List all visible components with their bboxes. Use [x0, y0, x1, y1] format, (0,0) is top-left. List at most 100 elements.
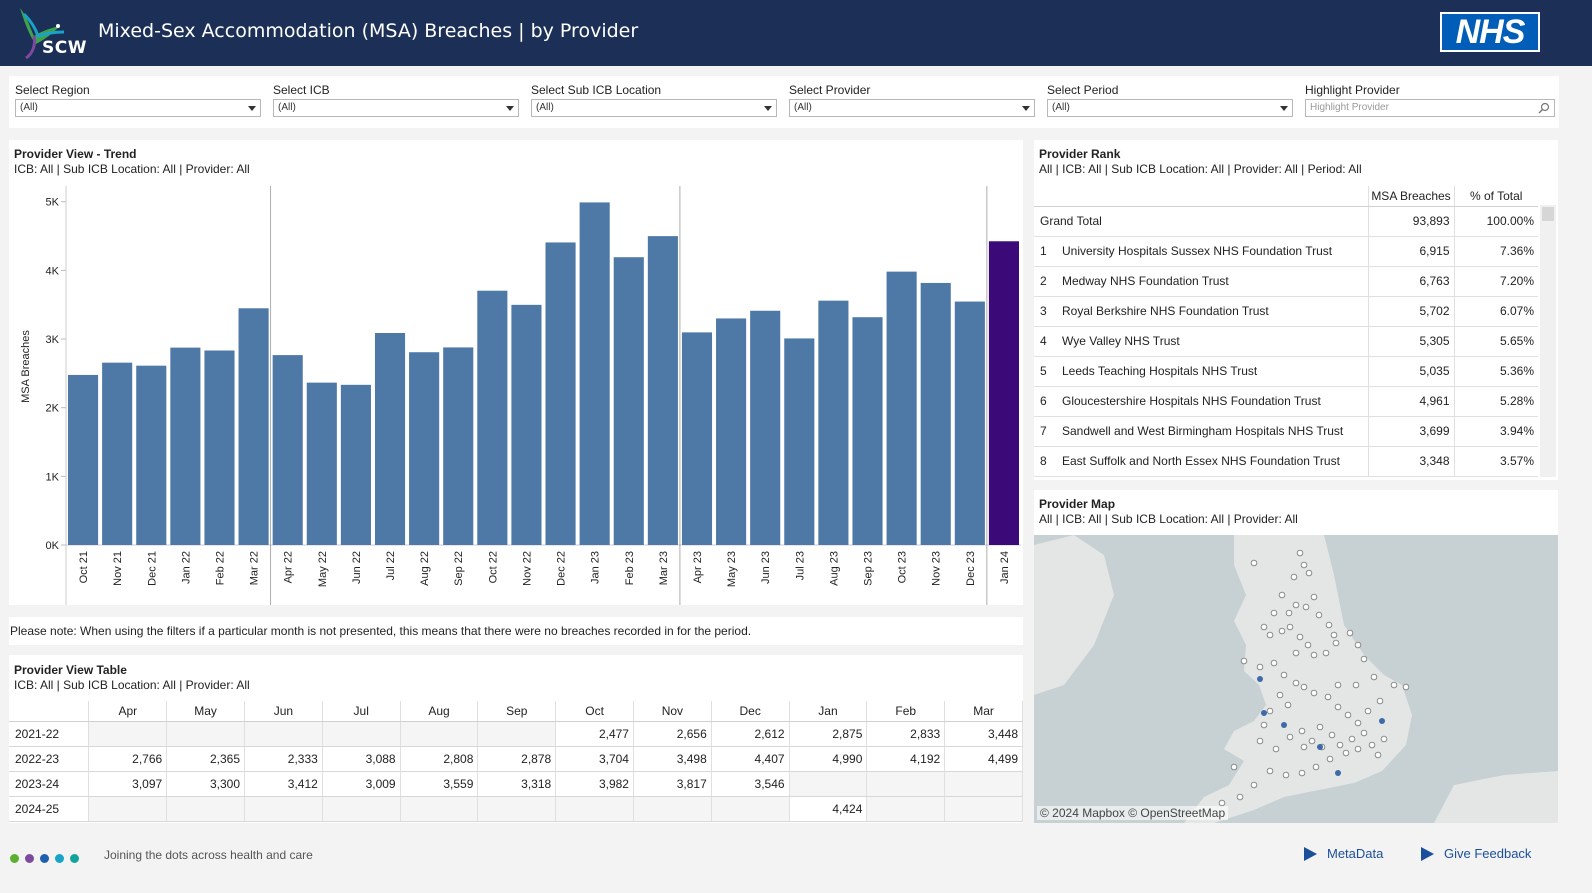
map-panel: Provider Map All | ICB: All | Sub ICB Lo…: [1034, 490, 1558, 823]
rank-number: 2: [1034, 266, 1062, 297]
search-icon: [1538, 102, 1550, 114]
provider-marker: [1302, 603, 1310, 611]
sub-icb-select[interactable]: (All): [531, 99, 777, 117]
y-tick-label: 2K: [46, 403, 60, 415]
bar: [511, 304, 542, 545]
rank-row[interactable]: 8 East Suffolk and North Essex NHS Founda…: [1034, 446, 1538, 477]
row-header: 2021-22: [9, 721, 90, 747]
x-tick-label: Dec 23: [965, 551, 977, 586]
provider-marker: [1322, 649, 1330, 657]
provider-pct: 5.65%: [1453, 326, 1538, 357]
provider-marker: [1376, 697, 1384, 705]
y-tick-label: 0K: [46, 540, 60, 552]
table-cell: 3,097: [88, 771, 168, 797]
map-credit: © 2024 Mapbox © OpenStreetMap: [1037, 806, 1229, 820]
highlight-provider-input[interactable]: Highlight Provider: [1305, 99, 1555, 117]
table-cell: 4,499: [944, 746, 1023, 772]
provider-breaches: 3,348: [1367, 446, 1454, 477]
table-cell: 4,407: [711, 746, 790, 772]
x-tick-label: Feb 23: [624, 551, 636, 585]
provider-marker: [1266, 631, 1274, 639]
bar: [238, 308, 269, 545]
table-cell: [244, 721, 323, 747]
bar: [477, 290, 508, 545]
table-cell: [944, 796, 1023, 822]
icb-select[interactable]: (All): [273, 99, 519, 117]
brand-dot: [25, 854, 34, 863]
rank-row[interactable]: 5 Leeds Teaching Hospitals NHS Trust 5,035…: [1034, 356, 1538, 387]
sub-icb-filter: Select Sub ICB Location (All): [531, 82, 777, 117]
bar: [613, 257, 644, 545]
x-tick-label: Jul 22: [385, 551, 397, 580]
bar: [102, 362, 133, 545]
column-header[interactable]: Sep: [477, 701, 557, 722]
bar: [545, 242, 576, 545]
bar: [374, 332, 406, 545]
column-header[interactable]: Jun: [244, 701, 323, 722]
table-cell: 4,424: [789, 796, 868, 822]
provider-marker: [1324, 693, 1332, 701]
note-text: Please note: When using the filters if a…: [9, 617, 1023, 645]
rank-row[interactable]: 6 Gloucestershire Hospitals NHS Foundatio…: [1034, 386, 1538, 417]
logo-text: SCW: [42, 38, 87, 58]
table-cell: [166, 721, 245, 747]
rank-row[interactable]: 3 Royal Berkshire NHS Foundation Trust 5,7…: [1034, 296, 1538, 327]
provider-map[interactable]: [1034, 535, 1558, 823]
x-tick-label: Dec 21: [146, 551, 158, 586]
column-header[interactable]: Aug: [400, 701, 479, 722]
provider-table-panel: Provider View Table ICB: All | Sub ICB L…: [9, 655, 1023, 823]
rank-row[interactable]: 4 Wye Valley NHS Trust 5,305 5.65%: [1034, 326, 1538, 357]
provider-marker: [1328, 731, 1336, 739]
provider-marker: [1334, 681, 1342, 689]
region-select[interactable]: (All): [15, 99, 261, 117]
provider-marker: [1368, 741, 1376, 749]
scw-logo[interactable]: SCW: [14, 4, 86, 62]
provider-name: University Hospitals Sussex NHS Foundati…: [1062, 236, 1368, 267]
provider-marker: [1390, 681, 1398, 689]
provider-marker: [1316, 723, 1324, 731]
period-select[interactable]: (All): [1047, 99, 1293, 117]
x-tick-label: Feb 22: [214, 551, 226, 585]
highlight-filter-label: Highlight Provider: [1305, 83, 1400, 97]
scroll-thumb[interactable]: [1542, 207, 1554, 221]
column-header[interactable]: Oct: [555, 701, 634, 722]
app-header: SCW Mixed-Sex Accommodation (MSA) Breach…: [0, 0, 1592, 66]
table-cell: 4,990: [789, 746, 868, 772]
grand-total-pct: 100.00%: [1453, 206, 1538, 237]
rank-row[interactable]: 1 University Hospitals Sussex NHS Foundat…: [1034, 236, 1538, 267]
column-header[interactable]: Nov: [633, 701, 712, 722]
col-breaches-header[interactable]: MSA Breaches: [1367, 186, 1454, 207]
rank-number: 3: [1034, 296, 1062, 327]
column-header[interactable]: Jan: [789, 701, 868, 722]
bar: [988, 241, 1019, 545]
provider-select[interactable]: (All): [789, 99, 1035, 117]
feedback-link[interactable]: Give Feedback: [1421, 846, 1531, 861]
filter-bar: Select Region (All) Select ICB (All) Sel…: [9, 76, 1559, 128]
rank-row[interactable]: 2 Medway NHS Foundation Trust 6,763 7.20%: [1034, 266, 1538, 297]
metadata-link[interactable]: MetaData: [1304, 846, 1383, 861]
column-header[interactable]: Dec: [711, 701, 790, 722]
column-header[interactable]: Jul: [322, 701, 401, 722]
table-cell: [866, 796, 946, 822]
table-cell: [866, 771, 946, 797]
table-cell: [322, 796, 401, 822]
brand-dot: [40, 854, 49, 863]
trend-chart: MSA Breaches 0K 1K 2K 3K 4K 5K Oct 21 Nov 21 Dec …: [20, 186, 1021, 605]
grand-total-row: Grand Total 93,893 100.00%: [1034, 206, 1538, 237]
table-cell: 2,477: [555, 721, 634, 747]
provider-marker: [1352, 681, 1360, 689]
column-header[interactable]: Feb: [866, 701, 946, 722]
rank-scrollbar[interactable]: [1540, 205, 1556, 477]
column-header[interactable]: Apr: [88, 701, 168, 722]
col-pct-header[interactable]: % of Total: [1453, 186, 1538, 207]
rank-row[interactable]: 7 Sandwell and West Birmingham Hospitals …: [1034, 416, 1538, 447]
provider-filter-label: Select Provider: [789, 83, 871, 97]
column-header[interactable]: Mar: [944, 701, 1023, 722]
provider-marker: [1296, 633, 1304, 641]
provider-marker: [1278, 627, 1286, 635]
region-filter-label: Select Region: [15, 83, 90, 97]
provider-pct: 3.94%: [1453, 416, 1538, 447]
provider-rank-table: MSA Breaches% of Total Grand Total 93,893 1…: [1034, 186, 1538, 477]
grand-total-breaches: 93,893: [1367, 206, 1454, 237]
column-header[interactable]: May: [166, 701, 245, 722]
